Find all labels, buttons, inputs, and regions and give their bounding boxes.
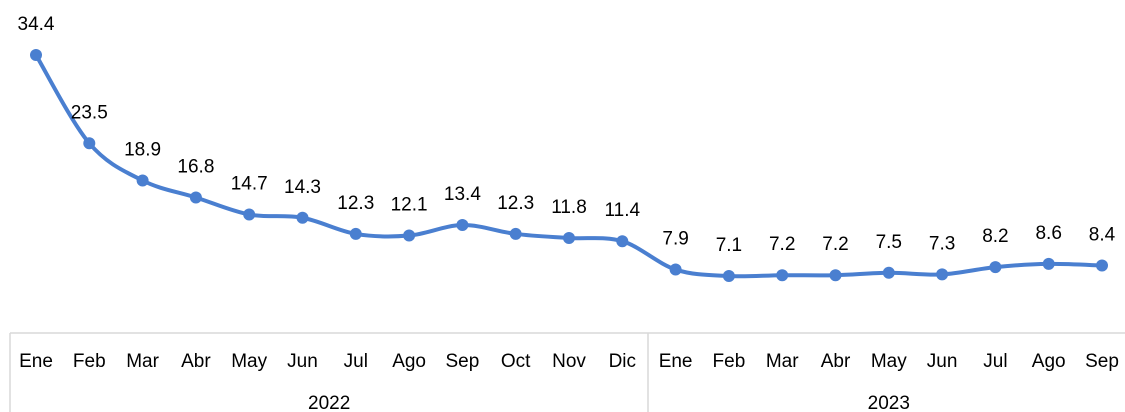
data-label: 18.9 [124,140,161,161]
x-tick-label: Ago [1032,351,1066,372]
data-label: 14.3 [284,177,321,198]
point [616,235,629,248]
point [1042,257,1055,270]
x-tick-label: Jun [287,351,318,372]
point [722,270,735,283]
x-tick-label: Abr [181,351,211,372]
point [509,227,522,240]
x-tick-label: Feb [73,351,106,372]
data-label: 12.1 [391,195,428,216]
x-tick-label: Nov [552,351,586,372]
point [936,268,949,281]
data-label: 13.4 [444,184,481,205]
data-label: 8.4 [1089,225,1116,246]
point [243,208,256,221]
group-label: 2022 [308,393,350,412]
point [30,49,42,62]
point [669,263,682,276]
data-label: 7.5 [876,232,902,253]
point [83,137,96,150]
x-tick-label: Feb [713,351,746,372]
data-label: 7.2 [822,234,848,255]
point [136,174,149,187]
data-label: 7.9 [662,229,688,250]
x-tick-label: Sep [1085,351,1119,372]
data-label: 8.6 [1035,223,1061,244]
x-tick-label: Dic [609,351,636,372]
data-label: 34.4 [18,14,55,35]
data-label: 12.3 [337,193,374,214]
data-label: 16.8 [177,157,214,178]
data-label: 11.8 [551,197,587,218]
x-tick-label: Jul [983,351,1007,372]
x-tick-label: Ene [659,351,693,372]
data-label: 23.5 [71,102,108,123]
x-tick-label: May [871,351,907,372]
data-label: 7.3 [929,233,955,254]
point [1096,259,1108,272]
point [829,269,842,282]
data-label: 7.1 [716,235,742,256]
point [989,261,1002,274]
x-tick-label: Mar [766,351,799,372]
point [296,211,309,224]
x-tick-label: Jul [344,351,368,372]
x-tick-label: Ene [19,351,53,372]
x-tick-label: May [231,351,267,372]
x-tick-label: Mar [126,351,159,372]
point [349,227,362,240]
x-tick-label: Abr [821,351,851,372]
group-label: 2023 [868,393,910,412]
x-tick-label: Sep [445,351,479,372]
point [882,266,895,279]
x-tick-label: Ago [392,351,426,372]
data-label: 14.7 [231,174,268,195]
point [403,229,416,242]
point [776,269,789,282]
data-label: 11.4 [605,200,641,221]
data-label: 8.2 [982,226,1008,247]
x-tick-label: Jun [927,351,958,372]
point [456,219,469,232]
point [563,231,575,244]
point [189,191,202,204]
data-label: 7.2 [769,234,795,255]
x-tick-label: Oct [501,351,531,372]
data-label: 12.3 [497,193,534,214]
